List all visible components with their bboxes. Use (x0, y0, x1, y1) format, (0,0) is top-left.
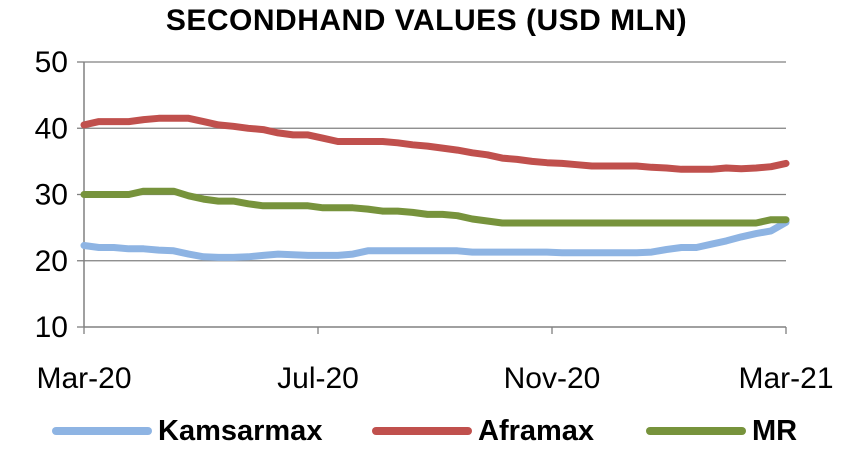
legend-label-kamsarmax: Kamsarmax (158, 414, 323, 447)
y-tick-label-50: 50 (35, 46, 68, 79)
tick-labels: 10 20 30 40 50 Mar-20 Jul-20 Nov-20 Mar-21 (35, 46, 834, 395)
legend-label-aframax: Aframax (478, 414, 595, 447)
y-tick-label-20: 20 (35, 245, 68, 278)
axes (77, 61, 787, 334)
legend-label-mr: MR (752, 414, 798, 447)
x-tick-label-Jul-20: Jul-20 (277, 362, 359, 395)
legend-item-kamsarmax: Kamsarmax (52, 408, 322, 454)
x-tick-label-Mar-21: Mar-21 (738, 362, 833, 395)
y-tick-label-30: 30 (35, 179, 68, 212)
series-line-mr (80, 187, 790, 227)
grid-lines (84, 61, 786, 262)
legend-swatch-mr (646, 427, 746, 435)
legend: Kamsarmax Aframax MR (0, 408, 853, 454)
x-tick-label-Nov-20: Nov-20 (504, 362, 601, 395)
y-tick-label-40: 40 (35, 112, 68, 145)
series-line-aframax (80, 114, 790, 173)
series-line-kamsarmax (80, 218, 790, 261)
chart-title: SECONDHAND VALUES (USD MLN) (165, 4, 688, 37)
y-tick-label-10: 10 (35, 311, 68, 344)
series-lines (80, 114, 790, 261)
chart-plot: 10 20 30 40 50 Mar-20 Jul-20 Nov-20 Mar-21 (35, 46, 834, 395)
legend-swatch-kamsarmax (52, 427, 152, 435)
legend-item-mr: MR (646, 408, 797, 454)
legend-item-aframax: Aframax (372, 408, 594, 454)
legend-swatch-aframax (372, 427, 472, 435)
x-tick-label-Mar-20: Mar-20 (36, 362, 131, 395)
